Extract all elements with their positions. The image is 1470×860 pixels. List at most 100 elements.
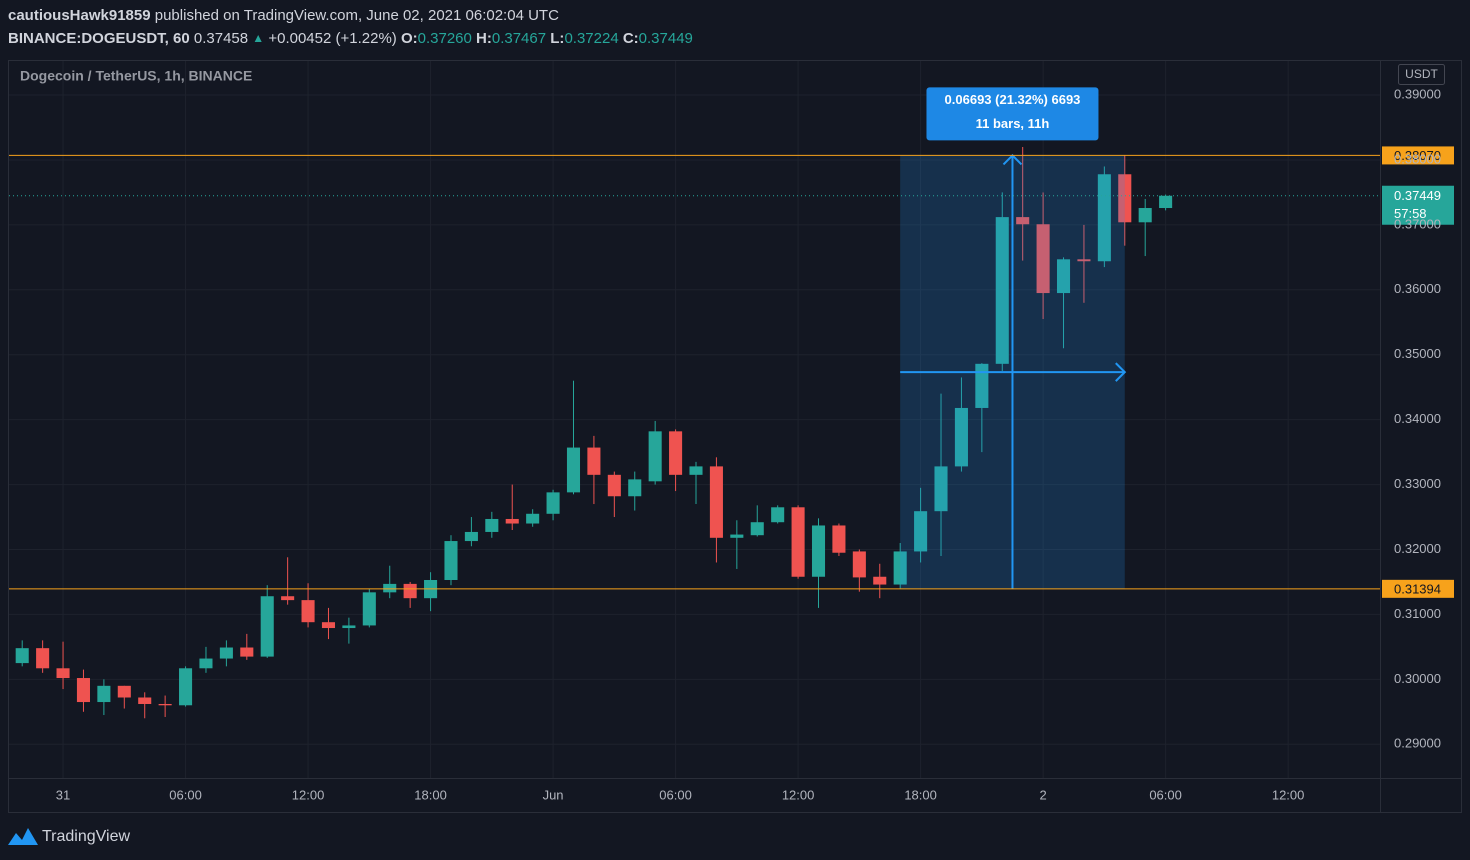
symbol: BINANCE:DOGEUSDT, 60	[8, 30, 190, 47]
candle-body	[832, 525, 846, 553]
candle-body	[873, 576, 887, 585]
high-label: H:	[476, 30, 492, 47]
y-tick-label: 0.37000	[1394, 216, 1441, 231]
candle-body	[240, 647, 254, 657]
candle-body	[117, 685, 131, 698]
x-tick-label: Jun	[543, 787, 564, 802]
overlay: 0.06693 (21.32%) 6693 11 bars, 11h 0.38070…	[9, 87, 1454, 598]
y-tick-label: 0.33000	[1394, 476, 1441, 491]
candle-body	[1077, 259, 1091, 262]
candle-body	[199, 658, 213, 669]
candle-body	[97, 685, 111, 703]
candle-body	[281, 596, 295, 601]
candle-body	[730, 534, 744, 538]
x-tick-label: 12:00	[782, 787, 815, 802]
candle-body	[383, 583, 397, 593]
x-tick-label: 2	[1039, 787, 1046, 802]
candle-body	[852, 551, 866, 578]
candle-body	[628, 479, 642, 497]
close-label: C:	[623, 30, 639, 47]
chart-title: Dogecoin / TetherUS, 1h, BINANCE	[20, 68, 252, 84]
open: 0.37260	[418, 30, 472, 47]
logo-icon	[8, 828, 38, 845]
y-tick-label: 0.31000	[1394, 606, 1441, 621]
currency: USDT	[1405, 67, 1438, 81]
y-tick-label: 0.38000	[1394, 151, 1441, 166]
candle-body	[485, 518, 499, 532]
measure-arrowhead-h	[1115, 362, 1127, 382]
candle-body	[1036, 224, 1050, 294]
candle-body	[56, 668, 70, 679]
x-tick-label: 06:00	[659, 787, 692, 802]
candle-body	[566, 447, 581, 493]
published: published on TradingView.com, June 02, 2…	[155, 7, 559, 24]
candle-body	[811, 525, 826, 577]
close: 0.37449	[639, 30, 693, 47]
y-tick-label: 0.34000	[1394, 411, 1441, 426]
x-tick-label: 06:00	[169, 787, 202, 802]
measure-label-box	[926, 87, 1099, 141]
candle-body	[709, 466, 723, 538]
price-line-label: 0.31394	[1394, 581, 1441, 596]
candle-body	[1159, 195, 1173, 209]
candle-body	[138, 697, 152, 704]
high: 0.37467	[492, 30, 546, 47]
price-line-label: 0.38070	[1394, 148, 1441, 163]
y-tick-label: 0.32000	[1394, 541, 1441, 556]
candle-body	[1138, 208, 1152, 223]
x-tick-label: 18:00	[414, 787, 447, 802]
last-price-box	[1382, 185, 1454, 225]
candle-body	[587, 447, 601, 475]
candle-body	[362, 592, 376, 626]
candle-body	[648, 431, 662, 482]
chart-panel	[8, 60, 1462, 813]
y-tick-label: 0.39000	[1394, 86, 1441, 101]
candle-body	[15, 648, 29, 664]
arrow: ▲	[252, 31, 264, 45]
candle-body	[76, 678, 90, 703]
candle-body	[954, 407, 968, 467]
candle-body	[1016, 217, 1030, 225]
x-tick-label: 12:00	[1272, 787, 1305, 802]
y-tick-label: 0.29000	[1394, 736, 1441, 751]
x-tick-label: 31	[56, 787, 70, 802]
y-tick-label: 0.36000	[1394, 281, 1441, 296]
candle-body	[342, 625, 356, 629]
header-line-2: BINANCE:DOGEUSDT, 60 0.37458 ▲ +0.00452 …	[8, 30, 693, 47]
candle-body	[1118, 174, 1132, 223]
candle-body	[158, 703, 172, 706]
low: 0.37224	[564, 30, 618, 47]
measure-label: 0.06693 (21.32%) 6693	[945, 92, 1081, 107]
price-line-label-box	[1382, 146, 1454, 165]
y-tick-label: 0.30000	[1394, 671, 1441, 686]
candle-body	[1056, 259, 1071, 294]
author: cautiousHawk91859	[8, 7, 151, 24]
currency-box	[1398, 64, 1445, 85]
candle-body	[669, 431, 683, 475]
candle-body	[791, 507, 805, 577]
x-tick-label: 06:00	[1149, 787, 1182, 802]
candle-body	[995, 217, 1009, 364]
candle-body	[893, 551, 907, 585]
candle-body	[464, 531, 478, 542]
last-price-label: 0.37449	[1394, 188, 1441, 203]
candle-body	[546, 492, 560, 514]
candle-body	[36, 648, 50, 669]
candle-body	[444, 541, 458, 580]
candle-body	[321, 622, 336, 629]
logo[interactable]: TradingView	[8, 828, 130, 845]
candle-body	[526, 513, 540, 524]
candle-body	[975, 363, 989, 408]
countdown: 57:58	[1394, 206, 1427, 221]
last: 0.37458	[194, 30, 248, 47]
open-label: O:	[401, 30, 418, 47]
change: +0.00452 (+1.22%)	[268, 30, 396, 47]
candle-body	[934, 466, 948, 512]
y-tick-label: 0.35000	[1394, 346, 1441, 361]
measure-sublabel: 11 bars, 11h	[976, 116, 1050, 131]
candle-body	[607, 474, 621, 497]
plot	[15, 146, 1173, 719]
candle-body	[689, 466, 703, 475]
price-line-label-box	[1382, 579, 1454, 598]
